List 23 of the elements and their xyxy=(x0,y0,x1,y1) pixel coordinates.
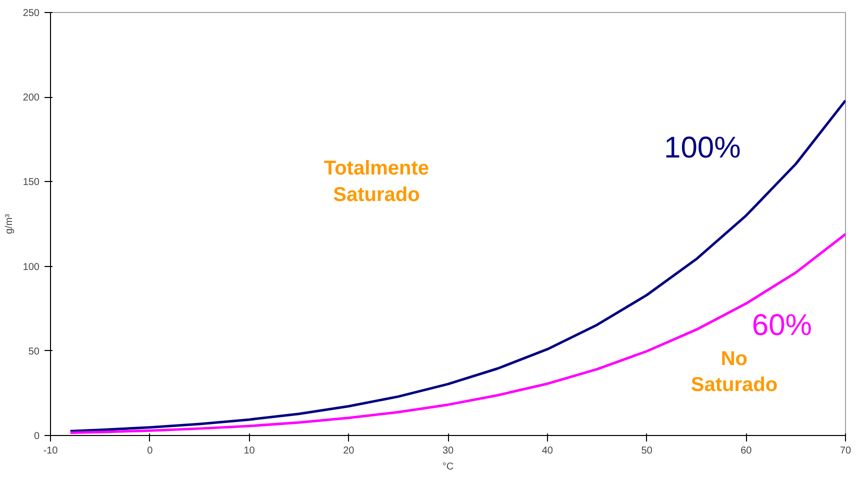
annotation: Totalmente Saturado xyxy=(324,158,430,206)
x-tick-label: 60 xyxy=(740,446,752,456)
line-series xyxy=(69,99,846,432)
y-axis-title: g/m³ xyxy=(4,213,15,234)
y-tick-label: 100 xyxy=(22,262,40,273)
line-series xyxy=(69,232,846,434)
y-tick-label: 0 xyxy=(34,431,40,442)
x-tick-label: 0 xyxy=(147,446,154,456)
y-tick-label: 150 xyxy=(22,177,40,188)
x-tick-label: 70 xyxy=(840,446,852,456)
x-tick-label: 30 xyxy=(442,446,454,456)
x-tick-label: 50 xyxy=(641,446,653,456)
annotation: No Saturado xyxy=(690,348,778,396)
x-axis-title: °C xyxy=(442,462,454,472)
series-label: 100% xyxy=(664,131,741,164)
y-tick-label: 250 xyxy=(22,8,40,19)
x-tick-label: 10 xyxy=(244,446,256,456)
y-tick-label: 200 xyxy=(22,92,40,104)
series-label: 60% xyxy=(752,309,812,342)
x-tick-label: 20 xyxy=(343,446,355,456)
y-tick-label: 50 xyxy=(28,346,40,358)
x-tick-label: -10 xyxy=(43,446,58,456)
x-tick-label: 40 xyxy=(542,446,554,456)
